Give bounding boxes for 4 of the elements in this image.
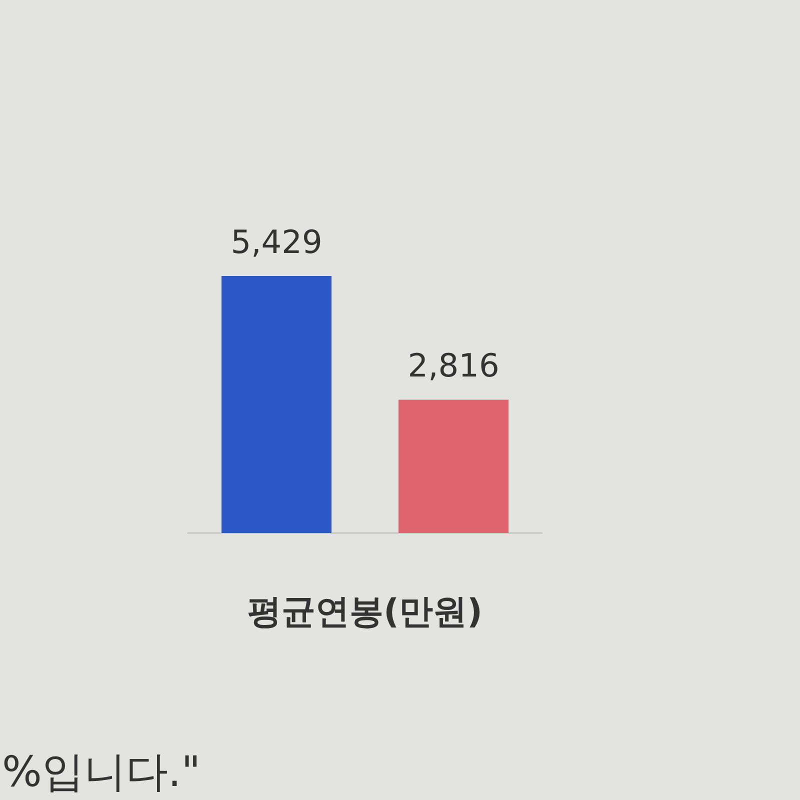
x-axis-title: 평균연봉(만원) bbox=[247, 592, 483, 632]
text: %입니다." bbox=[2, 747, 201, 796]
data-label: 2,816 bbox=[408, 346, 500, 385]
data-label: 5,429 bbox=[230, 223, 322, 262]
